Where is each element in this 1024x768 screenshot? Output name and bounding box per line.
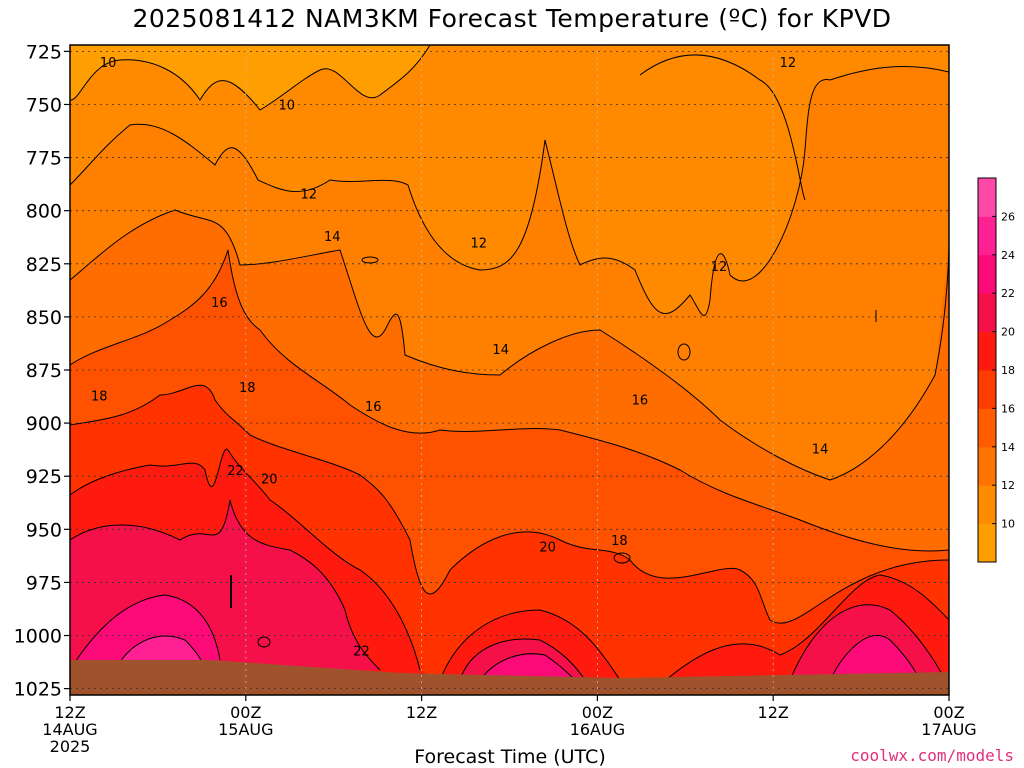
colorbar-segment [978, 485, 996, 525]
colorbar-segment [978, 178, 996, 217]
colorbar-segment [978, 216, 996, 256]
contour-line-10 [70, 45, 431, 111]
x-tick-label: 00Z [933, 703, 964, 722]
contour-line-26 [119, 635, 203, 663]
contour-lines [70, 45, 949, 686]
y-tick-label: 975 [26, 572, 62, 594]
x-tick-label: 2025 [50, 737, 91, 756]
x-tick-label: 16AUG [570, 720, 625, 739]
contour-line-24 [74, 594, 921, 681]
y-axis: 725 750 775 800 825 850 875 900 925 950 975 1000 102… [14, 41, 70, 701]
colorbar-label: 10 [1001, 518, 1015, 531]
x-axis-title: Forecast Time (UTC) [414, 746, 606, 768]
y-tick-label: 950 [26, 519, 62, 541]
contour-line-22 [70, 499, 946, 681]
colorbar-label: 22 [1001, 287, 1015, 300]
contour-line-12b [639, 54, 806, 201]
contour-label: 18 [91, 389, 108, 404]
y-tick-label: 725 [26, 41, 62, 63]
contour-line-18 [70, 384, 949, 624]
colorbar: 10 12 14 16 18 20 22 24 26 [977, 177, 1015, 563]
contour-label: 14 [324, 230, 341, 245]
colorbar-segment [978, 370, 996, 409]
contour-label: 18 [239, 381, 256, 396]
band-24-mid [480, 653, 575, 680]
contour-line-14 [70, 209, 949, 481]
colorbar-label: 12 [1001, 479, 1015, 492]
contour-small-14 [361, 256, 379, 264]
contour-label: 16 [632, 394, 649, 409]
contour-label: 16 [211, 296, 228, 311]
credit-text: coolwx.com/models [850, 746, 1014, 765]
contour-label: 12 [301, 188, 318, 203]
y-tick-label: 1025 [14, 679, 62, 701]
contour-label: 14 [812, 443, 829, 458]
contour-small-22 [257, 636, 271, 648]
contour-label: 18 [611, 534, 628, 549]
contour-small-18 [613, 552, 631, 564]
terrain [70, 660, 949, 695]
colorbar-label: 20 [1001, 326, 1015, 339]
contour-label: 20 [539, 540, 556, 555]
contour-label: 20 [261, 472, 278, 487]
colorbar-segment [978, 523, 996, 563]
y-tick-label: 925 [26, 466, 62, 488]
contour-label: 12 [780, 56, 797, 71]
y-tick-label: 800 [26, 201, 62, 223]
contour-label: 16 [365, 400, 382, 415]
x-tick-label: 17AUG [921, 720, 976, 739]
x-tick-label: 00Z [230, 703, 261, 722]
contour-small-12 [677, 343, 691, 361]
x-tick-label: 15AUG [218, 720, 273, 739]
y-tick-label: 1000 [14, 626, 62, 648]
colorbar-label: 16 [1001, 402, 1015, 415]
y-tick-label: 825 [26, 254, 62, 276]
y-tick-label: 850 [26, 307, 62, 329]
colorbar-label: 26 [1001, 210, 1015, 223]
y-tick-label: 775 [26, 148, 62, 170]
band-24-right [830, 635, 920, 680]
colorbar-segment [978, 408, 996, 448]
colorbar-segment [978, 254, 996, 294]
y-tick-label: 900 [26, 413, 62, 435]
contour-label: 10 [279, 98, 296, 113]
colorbar-segment [978, 446, 996, 486]
x-tick-label: 12Z [54, 703, 85, 722]
contour-labels: 10 10 12 12 12 12 14 14 14 16 16 16 18 18 18 20 20 22 22 [91, 56, 828, 659]
colorbar-label: 18 [1001, 364, 1015, 377]
colorbar-segment [978, 293, 996, 333]
contour-line-20 [70, 448, 949, 686]
x-tick-label: 12Z [758, 703, 789, 722]
contour-line-12 [70, 66, 949, 316]
contour-label: 10 [100, 56, 117, 71]
chart-title: 2025081412 NAM3KM Forecast Temperature (… [132, 4, 892, 33]
contour-label: 22 [227, 464, 244, 479]
colorbar-label: 14 [1001, 441, 1015, 454]
band-26 [120, 636, 202, 662]
y-tick-label: 875 [26, 360, 62, 382]
x-tick-label: 00Z [582, 703, 613, 722]
contour-label: 12 [711, 260, 728, 275]
contour-label: 14 [492, 343, 509, 358]
colorbar-label: 24 [1001, 249, 1015, 262]
contour-line-16 [70, 249, 949, 552]
colorbar-segment [978, 331, 996, 371]
band-below-10 [70, 45, 430, 110]
contour-label: 12 [470, 237, 487, 252]
x-tick-label: 12Z [406, 703, 437, 722]
contour-label: 22 [353, 644, 370, 659]
x-tick-label: 14AUG [42, 720, 97, 739]
y-tick-label: 750 [26, 94, 62, 116]
